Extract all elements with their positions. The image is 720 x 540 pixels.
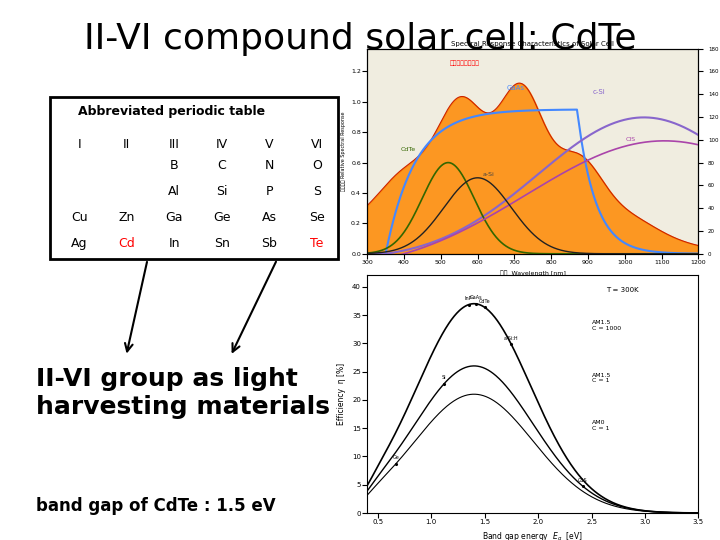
Text: Si: Si xyxy=(216,185,228,198)
Text: Te: Te xyxy=(310,237,323,250)
Text: Si: Si xyxy=(442,375,446,380)
Text: 太陽光スペクトル: 太陽光スペクトル xyxy=(450,60,480,66)
Y-axis label: 相対感度 Relative Spectral Response: 相対感度 Relative Spectral Response xyxy=(341,111,346,191)
Text: a-Si: a-Si xyxy=(483,172,495,177)
Text: GaAs: GaAs xyxy=(470,295,482,300)
Text: II: II xyxy=(123,138,130,151)
Text: c-Si: c-Si xyxy=(593,89,606,94)
Text: II-VI group as light
harvesting materials: II-VI group as light harvesting material… xyxy=(36,367,330,419)
Text: GaAs: GaAs xyxy=(506,85,524,91)
Text: In: In xyxy=(168,237,180,250)
Text: Ge: Ge xyxy=(213,211,230,224)
Text: InP: InP xyxy=(465,296,472,301)
Text: VI: VI xyxy=(311,138,323,151)
Text: AM1.5
C = 1: AM1.5 C = 1 xyxy=(593,373,612,383)
Text: Se: Se xyxy=(309,211,325,224)
Text: CdTe: CdTe xyxy=(400,147,415,152)
Text: CdTe: CdTe xyxy=(479,299,490,304)
Text: band gap of CdTe : 1.5 eV: band gap of CdTe : 1.5 eV xyxy=(36,497,276,515)
Text: Cd: Cd xyxy=(118,237,135,250)
Text: Ga: Ga xyxy=(166,211,183,224)
Text: Al: Al xyxy=(168,185,180,198)
Text: V: V xyxy=(265,138,274,151)
Text: B: B xyxy=(170,159,179,172)
Text: IV: IV xyxy=(216,138,228,151)
Text: II-VI compound solar cell: CdTe: II-VI compound solar cell: CdTe xyxy=(84,22,636,56)
Text: AM0
C = 1: AM0 C = 1 xyxy=(593,420,610,431)
Bar xyxy=(50,97,338,259)
X-axis label: 波長  Wavelength [nm]: 波長 Wavelength [nm] xyxy=(500,271,566,276)
Text: As: As xyxy=(262,211,276,224)
Title: Spectral Response Characteristics of Solar Cell: Spectral Response Characteristics of Sol… xyxy=(451,41,614,47)
Y-axis label: Efficiency  η [%]: Efficiency η [%] xyxy=(338,363,346,426)
Text: AM1.5
C = 1000: AM1.5 C = 1000 xyxy=(593,320,621,331)
Text: Abbreviated periodic table: Abbreviated periodic table xyxy=(78,105,265,118)
Text: Sn: Sn xyxy=(214,237,230,250)
Text: Ag: Ag xyxy=(71,237,87,250)
Text: C: C xyxy=(217,159,226,172)
Text: CIS: CIS xyxy=(626,137,636,142)
Text: III: III xyxy=(168,138,180,151)
X-axis label: Band gap energy  $E_g$  [eV]: Band gap energy $E_g$ [eV] xyxy=(482,531,583,540)
Text: N: N xyxy=(264,159,274,172)
Text: I: I xyxy=(77,138,81,151)
Text: Zn: Zn xyxy=(119,211,135,224)
Text: T = 300K: T = 300K xyxy=(606,287,639,293)
Text: P: P xyxy=(266,185,273,198)
Text: Cu: Cu xyxy=(71,211,88,224)
Text: S: S xyxy=(312,185,321,198)
Text: Ge: Ge xyxy=(392,455,400,461)
Text: Sb: Sb xyxy=(261,237,277,250)
Text: O: O xyxy=(312,159,322,172)
Text: a-Si:H: a-Si:H xyxy=(504,336,518,341)
Text: CdS: CdS xyxy=(578,478,588,483)
